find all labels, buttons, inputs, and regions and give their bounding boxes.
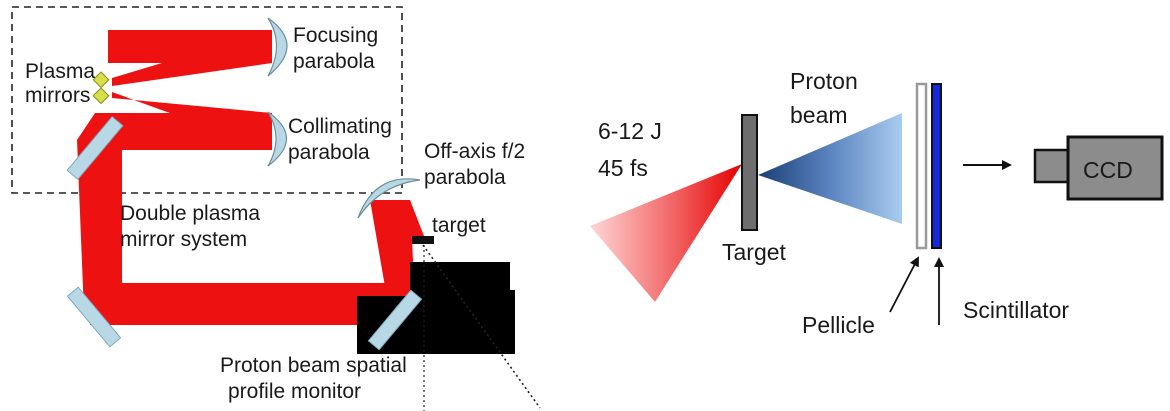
profile-monitor-label: Proton beam spatial profile monitor [220, 354, 407, 403]
laser-duration-label: 45 fs [598, 155, 648, 181]
laser-energy-label: 6-12 J [598, 118, 662, 144]
collimating-parabola-mirror [267, 111, 287, 167]
laser-beam-path [77, 30, 424, 325]
ccd-camera: CCD [1033, 135, 1164, 201]
left-target-label: target [432, 214, 486, 237]
flat-mirror-bottom-left [66, 286, 122, 348]
flat-mirror-top-left [66, 115, 124, 181]
proton-axis-line [422, 244, 541, 409]
off-axis-parabola-mirror [357, 178, 421, 219]
double-plasma-mirror-enclosure [11, 6, 403, 194]
laser-pulse-cone [590, 164, 742, 302]
pellicle [915, 82, 928, 250]
pellicle-label: Pellicle [802, 312, 875, 338]
ccd-label: CCD [1083, 157, 1133, 183]
focusing-parabola-label: Focusing parabola [293, 24, 378, 73]
double-plasma-mirror-label: Double plasma mirror system [120, 202, 260, 251]
right-target [741, 114, 758, 231]
ccd-body [1066, 135, 1164, 201]
right-panel: CCD 6-12 J 45 fs Proton beam Target Pelli… [590, 68, 1164, 338]
pellicle-pointer-arrow [889, 256, 919, 313]
collimating-parabola-label: Collimating parabola [288, 115, 392, 164]
flat-mirror-bottom-right [367, 289, 423, 351]
plasma-mirrors [92, 71, 110, 105]
proton-beam-label: Proton beam [790, 68, 858, 128]
plasma-mirrors-label: Plasma mirrors [25, 60, 95, 107]
left-panel: Focusing parabola Plasma mirrors Collimati… [11, 6, 541, 411]
right-target-label: Target [722, 239, 787, 265]
target-chamber-block [357, 262, 515, 354]
left-target [412, 236, 434, 244]
off-axis-parabola-label: Off-axis f/2 parabola [424, 140, 525, 189]
scintillator [931, 83, 942, 249]
scintillator-label: Scintillator [963, 297, 1069, 323]
ccd-lens [1033, 148, 1071, 184]
focusing-parabola-mirror [267, 17, 288, 77]
proton-beam-cone [758, 113, 902, 224]
